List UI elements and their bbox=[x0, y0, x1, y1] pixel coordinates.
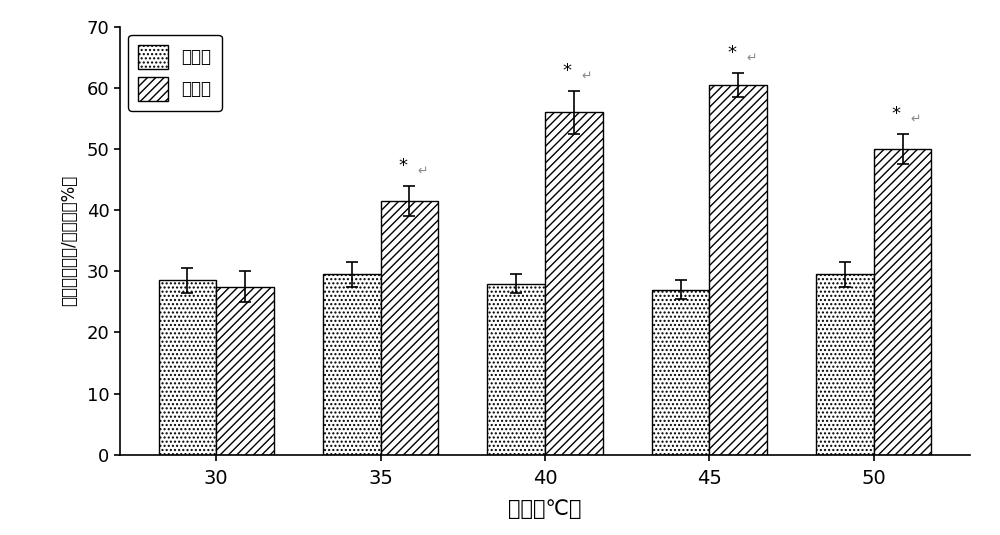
Bar bbox=[381, 201, 438, 455]
Bar bbox=[323, 274, 381, 455]
Y-axis label: 菌胶变化效率/存活率（%）: 菌胶变化效率/存活率（%） bbox=[60, 175, 78, 307]
Legend: 对照组, 处理组: 对照组, 处理组 bbox=[128, 35, 222, 111]
Bar bbox=[652, 289, 709, 455]
Text: *: * bbox=[398, 157, 407, 175]
X-axis label: 温度（℃）: 温度（℃） bbox=[508, 499, 582, 519]
Bar bbox=[159, 280, 216, 455]
Text: ↵: ↵ bbox=[746, 52, 757, 65]
Bar bbox=[487, 284, 545, 455]
Text: *: * bbox=[563, 62, 572, 80]
Bar bbox=[545, 112, 603, 455]
Text: *: * bbox=[892, 105, 901, 123]
Text: *: * bbox=[727, 43, 736, 62]
Bar bbox=[216, 287, 274, 455]
Bar bbox=[816, 274, 874, 455]
Bar bbox=[874, 149, 931, 455]
Text: ↵: ↵ bbox=[910, 113, 921, 126]
Text: ↵: ↵ bbox=[417, 165, 428, 178]
Bar bbox=[709, 85, 767, 455]
Text: ↵: ↵ bbox=[582, 70, 592, 83]
